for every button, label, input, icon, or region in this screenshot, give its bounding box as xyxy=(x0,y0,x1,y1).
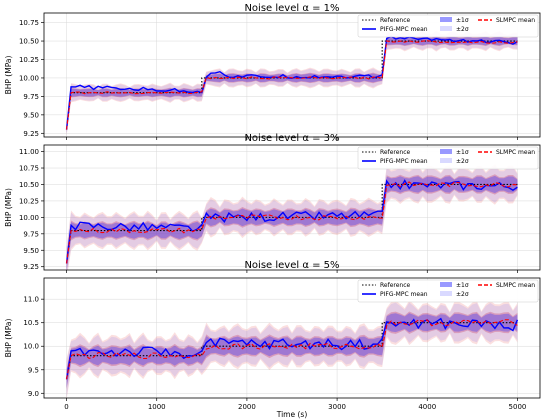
slmpc-band-1sigma xyxy=(66,174,518,270)
y-tick-label: 10.50 xyxy=(19,181,39,189)
legend-label-slmpc: SLMPC mean xyxy=(496,17,535,24)
y-tick-label: 10.50 xyxy=(19,38,39,46)
band-2sigma xyxy=(66,31,518,136)
plot-area xyxy=(65,164,518,270)
legend-box xyxy=(357,146,539,170)
y-tick-label: 9.5 xyxy=(28,366,39,374)
y-tick-label: 9.75 xyxy=(23,230,39,238)
band-2sigma xyxy=(66,302,518,398)
y-axis-label: BHP (MPa) xyxy=(4,319,13,358)
y-tick-label: 11.0 xyxy=(23,296,39,304)
legend-label-1sigma: ±1σ xyxy=(456,149,469,156)
y-tick-label: 10.00 xyxy=(19,214,39,222)
legend-swatch-2sigma xyxy=(440,158,452,163)
slmpc-band-2sigma xyxy=(66,30,518,137)
y-tick-label: 11.00 xyxy=(19,148,39,156)
axes-frame xyxy=(43,144,541,271)
slmpc-band-2sigma xyxy=(66,300,518,398)
legend-label-pifg: PIFG-MPC mean xyxy=(380,291,428,298)
legend-box xyxy=(357,14,539,38)
x-axis-label: Time (s) xyxy=(276,410,308,419)
x-tick-label: 2000 xyxy=(238,403,256,411)
y-tick-label: 10.25 xyxy=(19,197,39,205)
legend: Reference PIFG-MPC mean ±1σ ±2σ SLMPC mean xyxy=(357,279,539,303)
y-tick-label: 10.75 xyxy=(19,19,39,27)
x-tick-label: 3000 xyxy=(328,403,346,411)
chart-title: Noise level α = 3% xyxy=(244,133,339,144)
legend-label-2sigma: ±2σ xyxy=(456,291,469,298)
legend-swatch-2sigma xyxy=(440,26,452,31)
y-tick-label: 10.00 xyxy=(19,74,39,82)
y-axis-label: BHP (MPa) xyxy=(4,56,13,95)
series-line-3 xyxy=(66,181,518,264)
y-tick-label: 9.25 xyxy=(23,263,39,271)
legend-label-2sigma: ±2σ xyxy=(456,158,469,165)
y-tick-label: 9.50 xyxy=(23,111,39,119)
legend-swatch-1sigma xyxy=(440,149,452,154)
legend-label-pifg: PIFG-MPC mean xyxy=(380,158,428,165)
legend-box xyxy=(357,279,539,303)
chart-panel-1: Noise level α = 1% 9.25 9.50 9.75 10.00 10.25… xyxy=(4,3,541,140)
legend-swatch-1sigma xyxy=(440,282,452,287)
y-tick-label: 9.50 xyxy=(23,247,39,255)
legend: Reference PIFG-MPC mean ±1σ ±2σ SLMPC mean xyxy=(357,14,539,38)
series-line-2 xyxy=(65,317,519,380)
y-tick-label: 9.75 xyxy=(23,93,39,101)
legend-label-1sigma: ±1σ xyxy=(456,17,469,24)
band-1sigma xyxy=(66,175,518,270)
legend-label-reference: Reference xyxy=(380,17,411,24)
y-tick-label: 10.75 xyxy=(19,165,39,173)
legend-label-reference: Reference xyxy=(380,282,411,289)
chart-title: Noise level α = 5% xyxy=(244,260,339,271)
y-tick-label: 10.5 xyxy=(23,319,39,327)
y-tick-label: 9.0 xyxy=(28,390,39,398)
y-axis-label: BHP (MPa) xyxy=(4,188,13,227)
legend-label-slmpc: SLMPC mean xyxy=(496,149,535,156)
band-1sigma xyxy=(66,313,518,388)
series-line-3 xyxy=(65,40,518,130)
legend-label-2sigma: ±2σ xyxy=(456,26,469,33)
series-line-1 xyxy=(66,322,518,380)
legend-label-1sigma: ±1σ xyxy=(456,282,469,289)
series-line-3 xyxy=(66,319,518,380)
series-line-2 xyxy=(65,179,518,264)
legend: Reference PIFG-MPC mean ±1σ ±2σ SLMPC mean xyxy=(357,146,539,170)
legend-label-pifg: PIFG-MPC mean xyxy=(380,26,428,33)
slmpc-band-1sigma xyxy=(66,311,518,390)
y-tick-label: 9.25 xyxy=(23,130,39,138)
legend-swatch-1sigma xyxy=(440,17,452,22)
x-tick-label: 0 xyxy=(64,403,68,411)
axes-frame xyxy=(43,277,541,399)
x-tick-label: 4000 xyxy=(418,403,436,411)
x-tick-label: 1000 xyxy=(148,403,166,411)
chart-panel-2: Noise level α = 3% 9.25 9.50 9.75 10.00 10.25… xyxy=(4,133,541,273)
plot-area xyxy=(65,30,518,137)
band-2sigma xyxy=(66,166,518,270)
legend-swatch-2sigma xyxy=(440,291,452,296)
axes-frame xyxy=(43,12,541,138)
chart-title: Noise level α = 1% xyxy=(244,3,339,14)
y-tick-label: 10.25 xyxy=(19,56,39,64)
legend-label-slmpc: SLMPC mean xyxy=(496,282,535,289)
y-tick-label: 10.0 xyxy=(23,343,39,351)
x-tick-label: 5000 xyxy=(509,403,527,411)
legend-label-reference: Reference xyxy=(380,149,411,156)
plot-area xyxy=(65,300,519,398)
chart-panel-3: Noise level α = 5% 9.0 9.5 10.0 10.5 11.0 0 100… xyxy=(4,260,541,419)
